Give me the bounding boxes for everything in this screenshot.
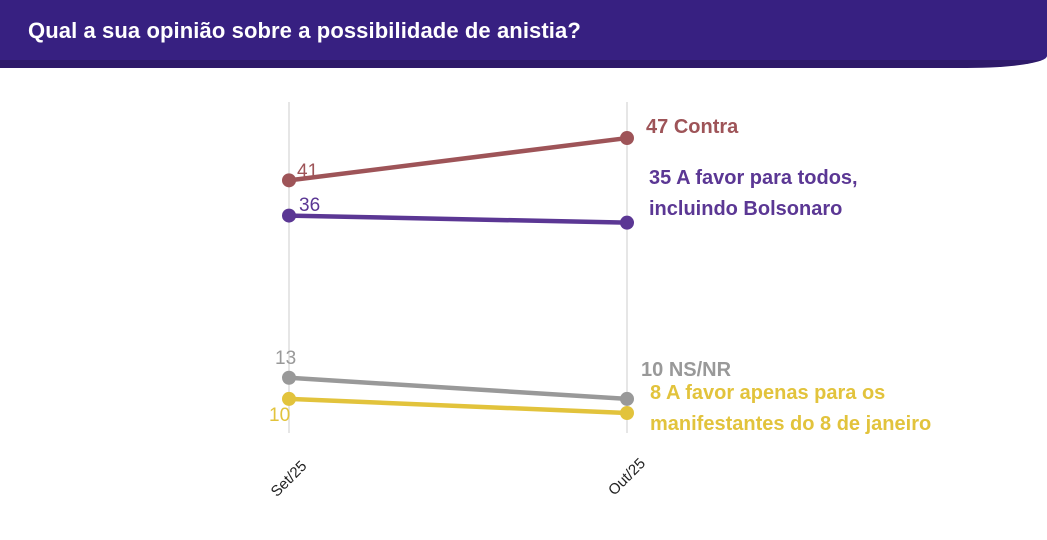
value-label-favor-todos-start: 36 [299, 195, 321, 216]
annotation-nsnr-value: 10 [641, 359, 664, 381]
value-label-favor-manifestantes-start: 10 [269, 405, 291, 426]
value-label-nsnr-start: 13 [275, 348, 297, 369]
annotation-favor-manifestantes: 8 A favor apenas para os manifestantes d… [650, 378, 975, 440]
annotation-contra-name: Contra [673, 116, 739, 138]
annotation-contra-value: 47 [646, 116, 669, 138]
header-bar: Qual a sua opinião sobre a possibilidade… [0, 0, 1047, 68]
gridline-out25 [626, 102, 628, 433]
annotation-nsnr-name: NS/NR [668, 359, 732, 381]
annotation-favor-todos-value: 35 [649, 167, 672, 189]
annotation-favor-todos-name: A favor para todos, incluindo Bolsonaro [649, 167, 858, 220]
annotation-contra: 47 Contra [646, 112, 738, 143]
annotation-favor-manifestantes-value: 8 [650, 382, 662, 404]
value-label-contra-start: 41 [297, 161, 319, 182]
annotation-nsnr: 10 NS/NR [641, 355, 731, 386]
chart-title: Qual a sua opinião sobre a possibilidade… [28, 18, 581, 43]
gridline-set25 [288, 102, 290, 433]
annotation-favor-todos: 35 A favor para todos, incluindo Bolsona… [649, 163, 889, 225]
annotation-favor-manifestantes-name: A favor apenas para os manifestantes do … [650, 382, 932, 435]
